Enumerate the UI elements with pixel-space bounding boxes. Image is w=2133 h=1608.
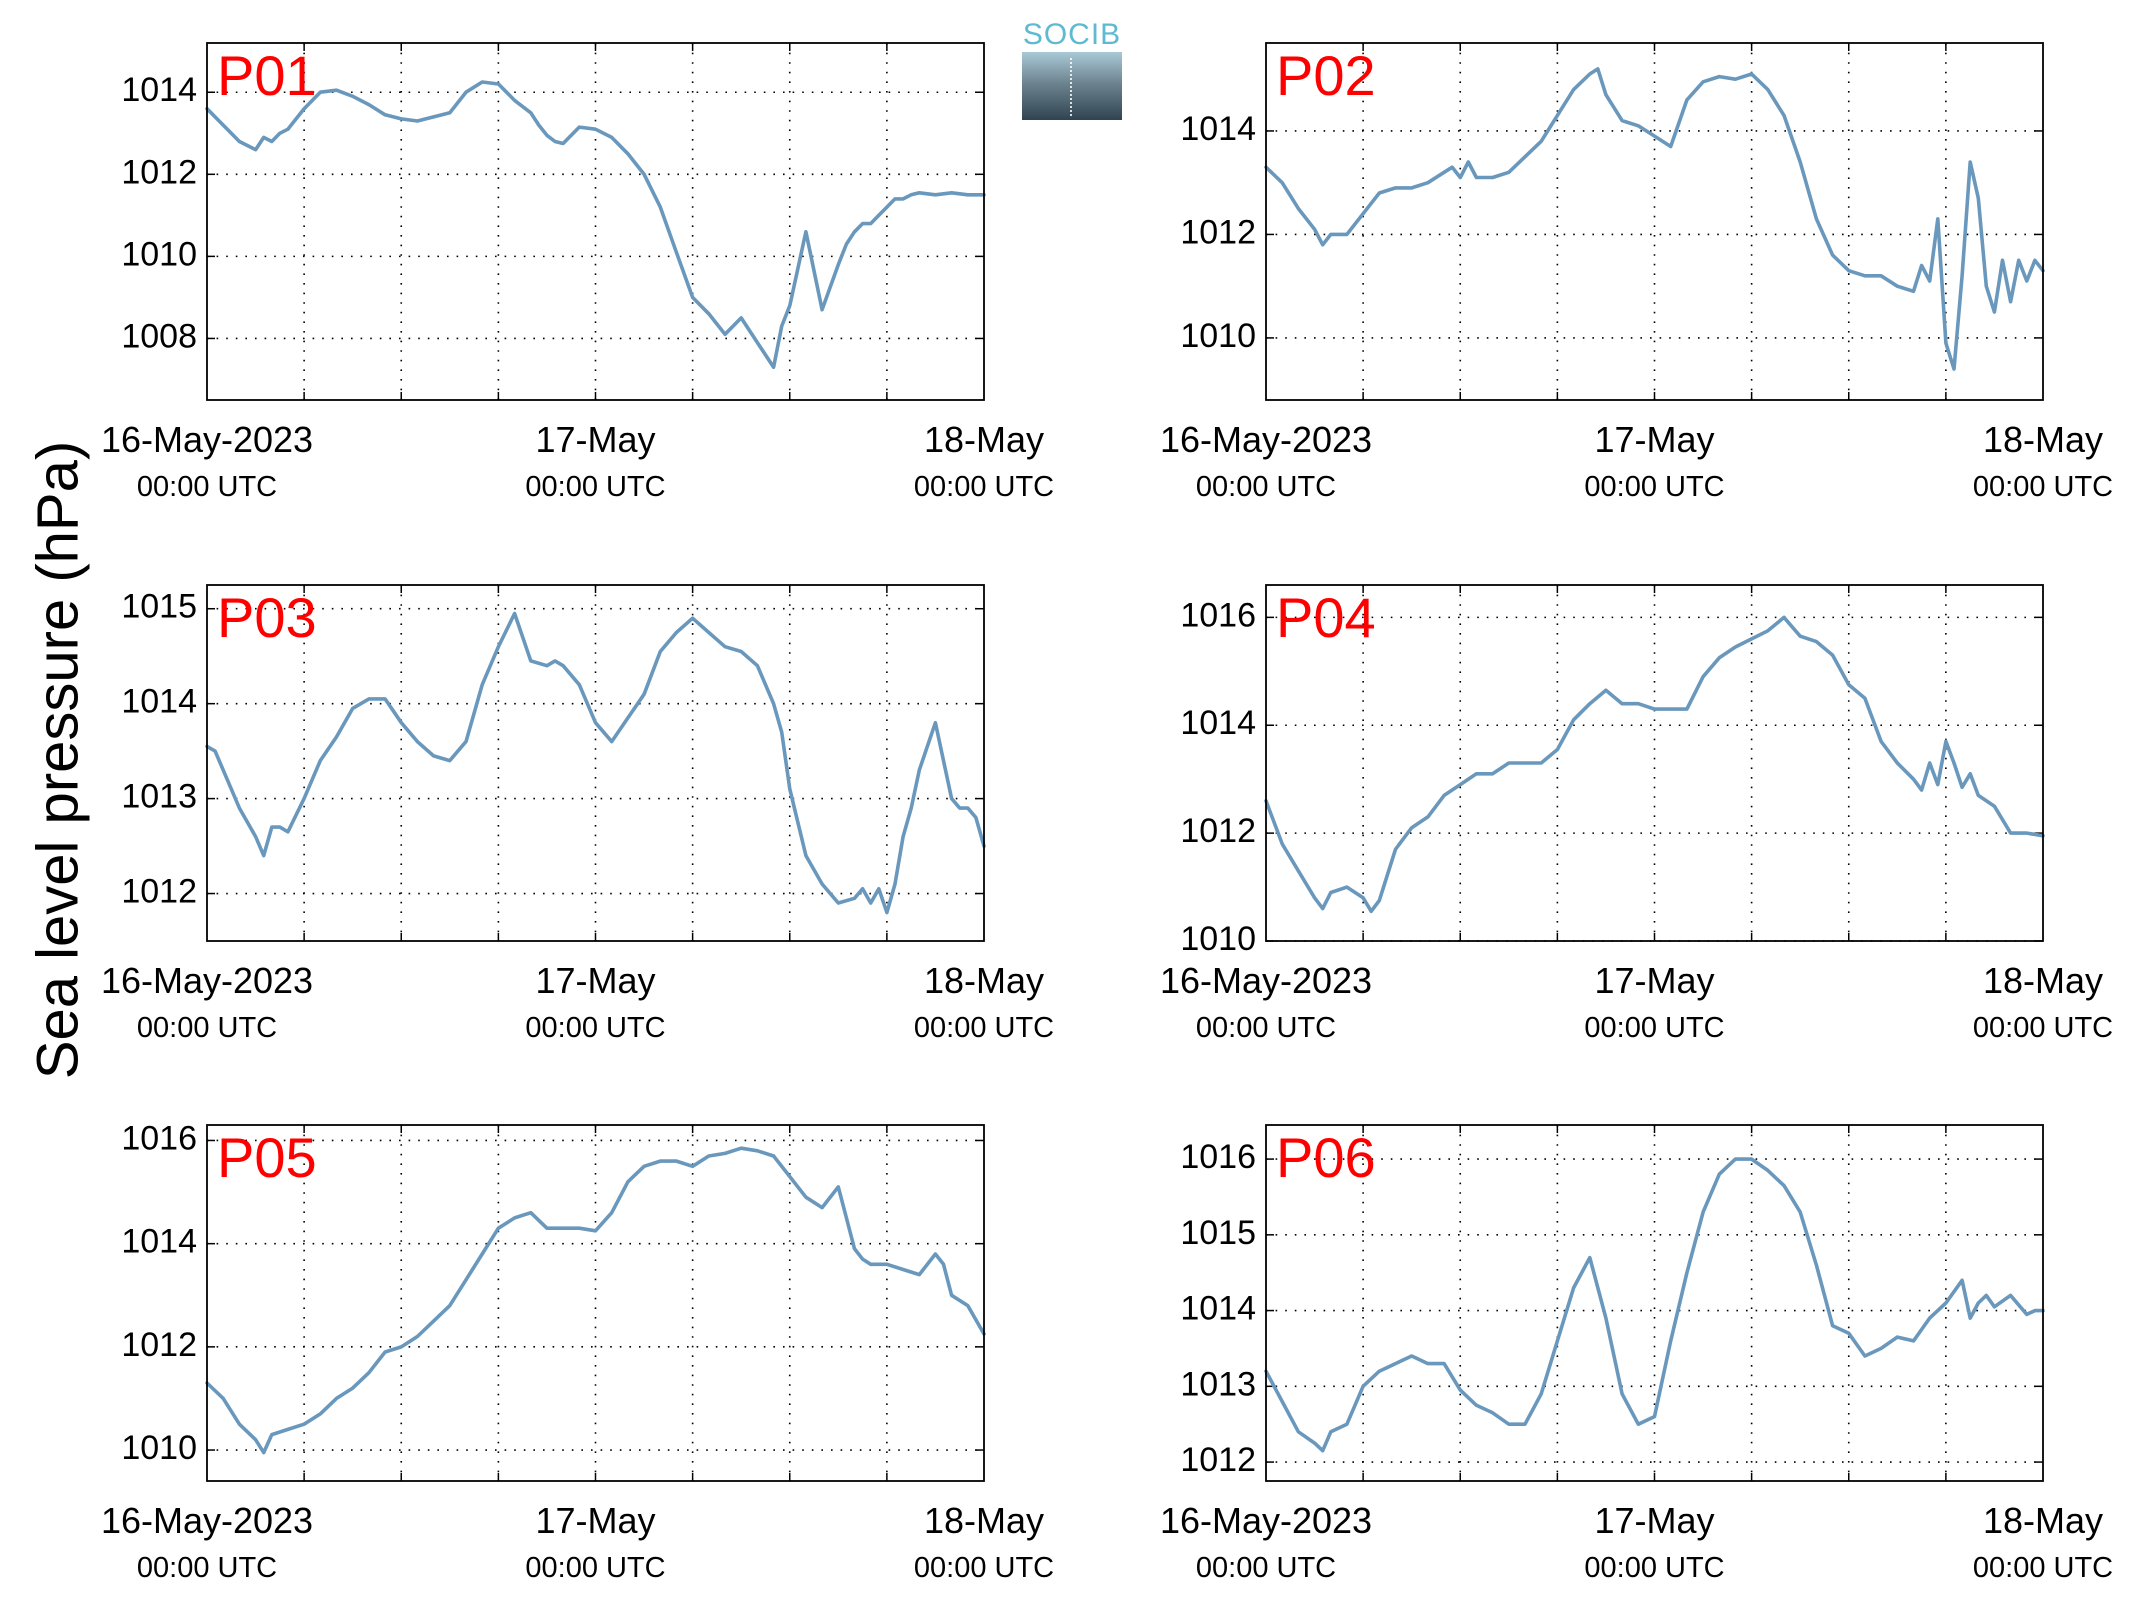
x-tick-sublabel: 00:00 UTC [1973,471,2113,503]
station-label: P04 [1276,586,1376,649]
y-tick-label: 1014 [121,71,197,109]
axes-frame [1265,42,2044,401]
y-tick-label: 1015 [1180,1214,1256,1252]
chart-panel-p06: 1012 1013 1014 1015 1016 16-May-2023 00:00 UTC… [1160,1124,2113,1584]
y-tick-label: 1014 [1180,704,1256,742]
x-tick-label: 16-May-2023 [1160,419,1372,460]
x-tick-sublabel: 00:00 UTC [137,1552,277,1584]
y-tick-label: 1013 [1180,1365,1256,1403]
pressure-series-line [205,1146,986,1455]
y-tick-label: 1012 [1180,1441,1256,1479]
chart-panel-p01: 1008 1010 1012 1014 16-May-2023 00:00 UTC 17-M… [101,42,1054,503]
x-tick-sublabel: 00:00 UTC [525,1012,665,1044]
y-tick-label: 1016 [121,1119,197,1157]
socib-logo: SOCIB [1022,18,1122,120]
x-tick-sublabel: 00:00 UTC [914,1012,1054,1044]
x-tick-sublabel: 00:00 UTC [1196,471,1336,503]
y-tick-label: 1008 [121,317,197,355]
station-label: P02 [1276,44,1376,107]
y-tick-label: 1016 [1180,1138,1256,1176]
x-tick-sublabel: 00:00 UTC [525,1552,665,1584]
y-tick-label: 1013 [121,778,197,816]
x-tick-label: 17-May [535,1500,655,1541]
pressure-series-line [205,80,986,370]
x-tick-label: 17-May [535,960,655,1001]
x-tick-label: 18-May [1983,960,2103,1001]
logo-image [1022,52,1122,120]
x-tick-sublabel: 00:00 UTC [1584,1012,1724,1044]
y-tick-label: 1010 [121,1429,197,1467]
chart-panel-p05: 1010 1012 1014 1016 16-May-2023 00:00 UTC 17-M… [101,1119,1054,1584]
pressure-series-line [1264,1157,2045,1453]
station-label: P06 [1276,1126,1376,1189]
axes-frame [1265,584,2044,942]
x-tick-label: 18-May [924,960,1044,1001]
x-tick-label: 17-May [1594,1500,1714,1541]
x-tick-label: 16-May-2023 [101,419,313,460]
chart-panel-p04: 1010 1012 1014 1016 16-May-2023 00:00 UTC 17-M… [1160,584,2113,1044]
axes-frame [206,42,985,401]
x-tick-label: 18-May [1983,1500,2103,1541]
x-tick-label: 16-May-2023 [1160,1500,1372,1541]
x-tick-label: 16-May-2023 [101,1500,313,1541]
y-tick-label: 1012 [1180,812,1256,850]
y-tick-label: 1012 [121,1326,197,1364]
x-tick-sublabel: 00:00 UTC [1584,1552,1724,1584]
x-tick-sublabel: 00:00 UTC [137,1012,277,1044]
x-tick-sublabel: 00:00 UTC [914,471,1054,503]
pressure-series-line [1264,67,2045,371]
x-tick-label: 17-May [1594,960,1714,1001]
y-tick-label: 1010 [121,235,197,273]
x-tick-label: 16-May-2023 [101,960,313,1001]
y-tick-label: 1015 [121,588,197,626]
y-tick-label: 1012 [121,873,197,911]
x-tick-sublabel: 00:00 UTC [1973,1552,2113,1584]
pressure-series-line [205,611,986,915]
axes-frame [206,584,985,942]
pressure-series-line [1264,615,2045,914]
x-tick-sublabel: 00:00 UTC [914,1552,1054,1584]
y-tick-label: 1014 [1180,1290,1256,1328]
y-tick-label: 1010 [1180,317,1256,355]
y-tick-label: 1014 [121,683,197,721]
y-tick-label: 1012 [1180,213,1256,251]
x-tick-sublabel: 00:00 UTC [1196,1552,1336,1584]
x-tick-label: 18-May [924,1500,1044,1541]
x-tick-label: 18-May [1983,419,2103,460]
x-tick-sublabel: 00:00 UTC [1584,471,1724,503]
station-label: P05 [217,1126,317,1189]
station-label: P03 [217,586,317,649]
y-tick-label: 1016 [1180,596,1256,634]
x-tick-label: 17-May [1594,419,1714,460]
chart-panel-p03: 1012 1013 1014 1015 16-May-2023 00:00 UTC 17-M… [101,584,1054,1044]
x-tick-sublabel: 00:00 UTC [1196,1012,1336,1044]
x-tick-sublabel: 00:00 UTC [525,471,665,503]
y-axis-label: Sea level pressure (hPa) [25,440,91,1080]
axes-frame [206,1124,985,1482]
x-tick-sublabel: 00:00 UTC [137,471,277,503]
axes-frame [1265,1124,2044,1482]
x-tick-sublabel: 00:00 UTC [1973,1012,2113,1044]
station-label: P01 [217,44,317,107]
y-tick-label: 1014 [1180,110,1256,148]
y-tick-label: 1014 [121,1223,197,1261]
x-tick-label: 18-May [924,419,1044,460]
logo-text: SOCIB [1022,18,1122,51]
x-tick-label: 16-May-2023 [1160,960,1372,1001]
chart-panel-p02: 1010 1012 1014 16-May-2023 00:00 UTC 17-May 00… [1160,42,2113,503]
y-tick-label: 1010 [1180,920,1256,958]
x-tick-label: 17-May [535,419,655,460]
y-tick-label: 1012 [121,153,197,191]
